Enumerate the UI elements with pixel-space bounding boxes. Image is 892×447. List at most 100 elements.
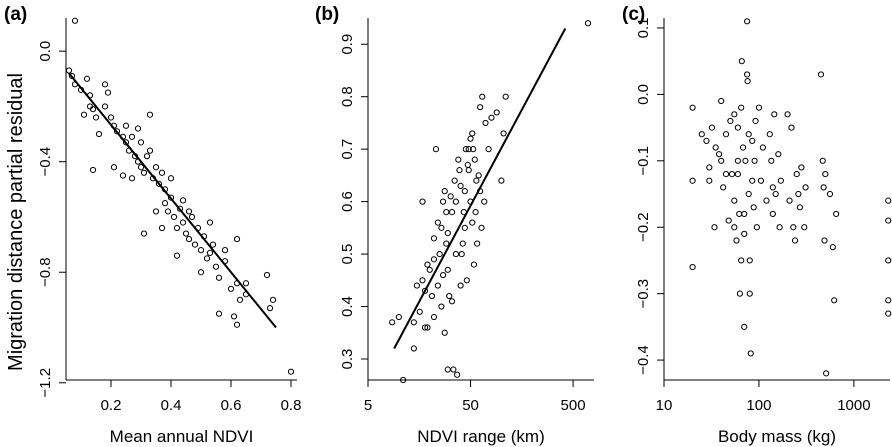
data-point-a (113, 128, 121, 135)
data-point-c (766, 131, 773, 138)
y-tick-label-c: −0.2 (635, 212, 652, 242)
data-point-a (95, 130, 103, 138)
data-point-b (444, 266, 451, 273)
x-axis-title-b: NDVI range (km) (417, 427, 545, 446)
data-point-a (185, 208, 193, 215)
data-point-a (176, 205, 184, 212)
data-point-b (410, 319, 417, 326)
data-point-c (788, 124, 795, 131)
data-point-b (447, 193, 454, 200)
data-point-c (752, 117, 759, 125)
data-point-c (689, 104, 696, 111)
data-point-a (71, 17, 79, 24)
data-point-c (775, 151, 782, 158)
data-point-b (444, 230, 451, 237)
data-point-c (738, 257, 745, 264)
data-point-c (786, 197, 793, 204)
data-point-c (727, 117, 734, 125)
data-point-b (472, 209, 479, 216)
data-point-c (823, 370, 830, 377)
data-point-b (439, 271, 447, 279)
data-point-a (158, 224, 166, 232)
data-point-b (438, 224, 445, 231)
data-point-b (463, 277, 470, 284)
data-point-c (722, 170, 730, 178)
data-point-b (450, 366, 457, 373)
data-point-c (733, 237, 740, 244)
data-point-c (763, 197, 770, 204)
data-point-b (482, 119, 489, 127)
regression-line-b (393, 28, 567, 349)
data-point-a (170, 213, 178, 221)
data-point-b (434, 282, 441, 289)
data-point-b (465, 146, 472, 153)
data-point-c (777, 177, 784, 184)
data-point-c (769, 210, 776, 218)
data-point-a (92, 114, 100, 121)
data-point-a (89, 166, 97, 174)
panel-label-a: (a) (4, 4, 27, 25)
data-point-c (751, 157, 758, 164)
data-point-b (421, 324, 429, 331)
data-point-c (820, 184, 827, 191)
data-point-b (448, 209, 456, 216)
y-tick-label-a: −0.8 (37, 257, 54, 287)
shared-y-axis-title: Migration distance partial residual (5, 73, 27, 371)
y-tick-label-b: 0.8 (339, 86, 356, 107)
data-point-a (137, 139, 145, 146)
data-point-a (215, 274, 223, 281)
data-point-c (734, 157, 741, 164)
data-point-b (478, 224, 485, 231)
data-point-b (421, 287, 429, 294)
y-tick-label-a: 0.0 (37, 41, 54, 62)
data-point-b (456, 167, 463, 174)
data-point-c (731, 197, 738, 204)
data-point-c (768, 157, 775, 164)
data-point-a (167, 175, 175, 182)
y-tick-label-c: 0.0 (635, 84, 652, 105)
data-point-c (722, 131, 730, 138)
data-point-c (772, 190, 779, 198)
x-tick-label-a: 0.2 (101, 397, 122, 414)
data-point-c (776, 224, 783, 231)
x-tick-label-c: 1000 (837, 397, 870, 414)
data-point-c (741, 210, 748, 218)
data-point-a (185, 235, 193, 243)
data-point-c (741, 323, 748, 330)
data-point-c (742, 157, 749, 164)
data-point-b (502, 93, 509, 100)
data-point-a (197, 247, 205, 254)
data-point-b (457, 182, 464, 189)
data-point-a (209, 241, 217, 248)
data-point-b (443, 209, 450, 216)
data-point-c (749, 177, 756, 184)
data-point-a (104, 89, 112, 96)
data-point-a (122, 139, 130, 146)
data-point-b (432, 146, 440, 153)
data-point-c (746, 290, 753, 297)
data-point-c (711, 224, 718, 231)
data-point-a (152, 208, 160, 215)
data-point-b (441, 188, 448, 195)
data-point-c (718, 157, 725, 164)
data-point-c (743, 71, 751, 78)
y-tick-label-b: 0.3 (339, 349, 356, 370)
data-point-b (428, 292, 436, 300)
y-tick-label-a: −1.2 (37, 368, 54, 398)
data-point-b (471, 156, 478, 163)
data-point-a (143, 153, 151, 160)
data-point-b (426, 266, 433, 273)
data-point-a (212, 263, 220, 270)
y-tick-label-b: 0.5 (339, 244, 356, 265)
data-point-a (80, 111, 88, 118)
data-point-b (419, 198, 426, 205)
data-point-a (221, 247, 229, 254)
data-point-a (227, 285, 235, 292)
data-point-b (584, 20, 592, 27)
data-point-a (146, 111, 154, 118)
data-point-c (829, 244, 836, 251)
data-point-a (197, 269, 205, 276)
data-point-b (439, 198, 447, 205)
data-point-b (416, 308, 423, 315)
data-point-c (734, 170, 741, 178)
